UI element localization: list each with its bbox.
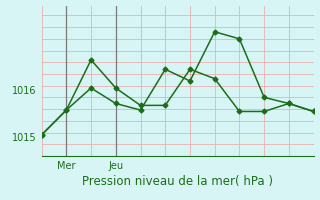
X-axis label: Pression niveau de la mer( hPa ): Pression niveau de la mer( hPa ) <box>82 175 273 188</box>
